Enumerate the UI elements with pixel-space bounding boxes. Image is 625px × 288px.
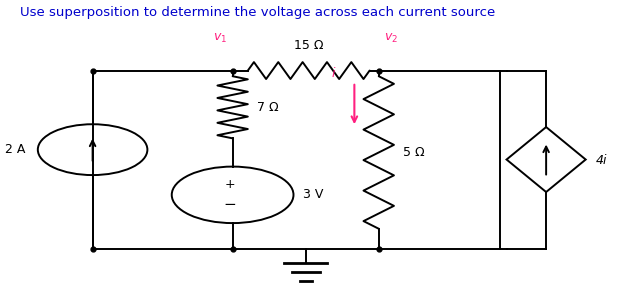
Text: $v_2$: $v_2$ — [384, 31, 398, 45]
Text: Use superposition to determine the voltage across each current source: Use superposition to determine the volta… — [19, 5, 495, 19]
Text: 7 Ω: 7 Ω — [257, 101, 279, 114]
Text: 2 A: 2 A — [5, 143, 26, 156]
Text: +: + — [224, 179, 235, 192]
Text: −: − — [223, 197, 236, 212]
Text: 3 V: 3 V — [302, 188, 323, 201]
Text: 5 Ω: 5 Ω — [403, 146, 425, 159]
Text: 15 Ω: 15 Ω — [294, 39, 324, 52]
Text: 4$i$: 4$i$ — [595, 153, 608, 166]
Text: $i$: $i$ — [331, 67, 336, 80]
Text: $v_1$: $v_1$ — [213, 31, 228, 45]
